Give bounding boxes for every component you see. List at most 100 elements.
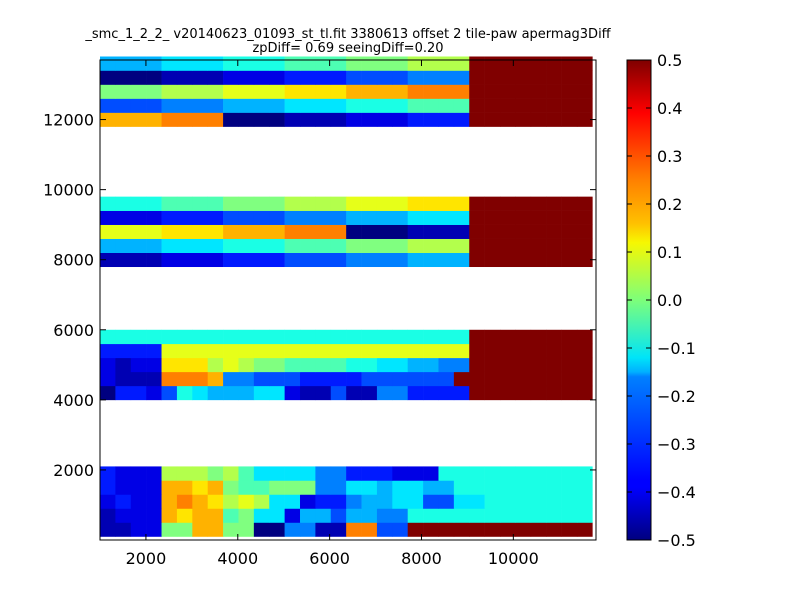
colorbar-tick-label: 0.5: [657, 51, 682, 70]
heatmap-cell: [453, 210, 470, 225]
heatmap-cell: [561, 238, 578, 253]
heatmap-cell: [207, 508, 224, 523]
heatmap-cell: [423, 252, 439, 268]
heatmap-cell: [530, 343, 547, 359]
heatmap-cell: [238, 371, 255, 387]
heatmap-cell: [284, 357, 301, 373]
heatmap-cell: [115, 70, 132, 85]
heatmap-cell: [392, 196, 409, 211]
heatmap-cell: [546, 329, 562, 345]
heatmap-cell: [453, 56, 470, 71]
heatmap-cell: [100, 466, 116, 481]
heatmap-cell: [530, 210, 547, 225]
heatmap-cell: [269, 56, 285, 71]
heatmap-cell: [407, 371, 424, 387]
heatmap-cell: [192, 494, 208, 509]
heatmap-cell: [407, 238, 424, 253]
heatmap-cell: [192, 522, 208, 537]
heatmap-cell: [300, 196, 316, 211]
heatmap-cell: [223, 224, 239, 239]
heatmap-cell: [223, 385, 239, 401]
heatmap-cell: [576, 252, 593, 268]
heatmap-cell: [146, 84, 162, 99]
heatmap-cell: [100, 252, 116, 268]
heatmap-cell: [161, 480, 178, 495]
heatmap-cell: [561, 522, 578, 537]
heatmap-cell: [392, 343, 409, 359]
heatmap-cell: [346, 112, 362, 127]
heatmap-cell: [346, 56, 362, 71]
heatmap-cell: [561, 343, 578, 359]
heatmap-cell: [130, 84, 147, 99]
heatmap-cell: [300, 56, 316, 71]
heatmap-cell: [515, 522, 532, 537]
heatmap-cell: [176, 84, 193, 99]
heatmap-cell: [530, 522, 547, 537]
heatmap-cell: [438, 522, 455, 537]
heatmap-cell: [346, 371, 362, 387]
heatmap-cell: [392, 252, 409, 268]
heatmap-cell: [546, 70, 562, 85]
heatmap-cell: [207, 224, 224, 239]
heatmap-cell: [392, 480, 409, 495]
heatmap-cell: [376, 385, 393, 401]
x-tick-label: 8000: [401, 549, 442, 568]
heatmap-cell: [269, 494, 285, 509]
heatmap-cell: [253, 196, 270, 211]
heatmap-cell: [315, 112, 332, 127]
heatmap-cell: [100, 84, 116, 99]
heatmap-cell: [192, 112, 208, 127]
heatmap-cell: [130, 343, 147, 359]
heatmap-cell: [207, 357, 224, 373]
heatmap-cell: [100, 210, 116, 225]
heatmap-cell: [115, 252, 132, 268]
heatmap-cell: [238, 224, 255, 239]
heatmap-cell: [438, 508, 455, 523]
heatmap-cell: [115, 466, 132, 481]
colorbar-tick-label: 0.3: [657, 147, 682, 166]
heatmap-cell: [207, 466, 224, 481]
heatmap-cell: [300, 385, 316, 401]
heatmap-cell: [238, 466, 255, 481]
heatmap-cell: [361, 98, 378, 113]
heatmap-cell: [269, 508, 285, 523]
colorbar-tick-label: 0.4: [657, 99, 682, 118]
heatmap-cell: [576, 98, 593, 113]
heatmap-cell: [161, 522, 178, 537]
heatmap-cell: [530, 112, 547, 127]
heatmap-cell: [176, 112, 193, 127]
heatmap-cell: [269, 70, 285, 85]
heatmap-cell: [469, 98, 485, 113]
heatmap-cell: [438, 466, 455, 481]
heatmap-cell: [546, 508, 562, 523]
heatmap-cell: [238, 238, 255, 253]
heatmap-cell: [530, 480, 547, 495]
heatmap-cell: [130, 466, 147, 481]
heatmap-cell: [561, 508, 578, 523]
heatmap-cell: [300, 84, 316, 99]
heatmap-cell: [423, 522, 439, 537]
heatmap-cell: [530, 70, 547, 85]
heatmap-cell: [576, 56, 593, 71]
heatmap-cell: [176, 329, 193, 345]
heatmap-cell: [238, 252, 255, 268]
heatmap-cell: [223, 84, 239, 99]
heatmap-cell: [223, 238, 239, 253]
heatmap-cell: [576, 238, 593, 253]
heatmap-cell: [438, 480, 455, 495]
heatmap-cell: [546, 238, 562, 253]
heatmap-cell: [453, 385, 470, 401]
heatmap-cell: [315, 98, 332, 113]
heatmap-cell: [253, 84, 270, 99]
heatmap-cell: [207, 385, 224, 401]
heatmap-cell: [207, 252, 224, 268]
heatmap-cell: [207, 98, 224, 113]
heatmap-cell: [330, 494, 347, 509]
heatmap-cell: [130, 385, 147, 401]
heatmap-cell: [115, 522, 132, 537]
heatmap-cell: [438, 252, 455, 268]
heatmap-cell: [269, 112, 285, 127]
heatmap-cell: [223, 343, 239, 359]
heatmap-cell: [515, 238, 532, 253]
